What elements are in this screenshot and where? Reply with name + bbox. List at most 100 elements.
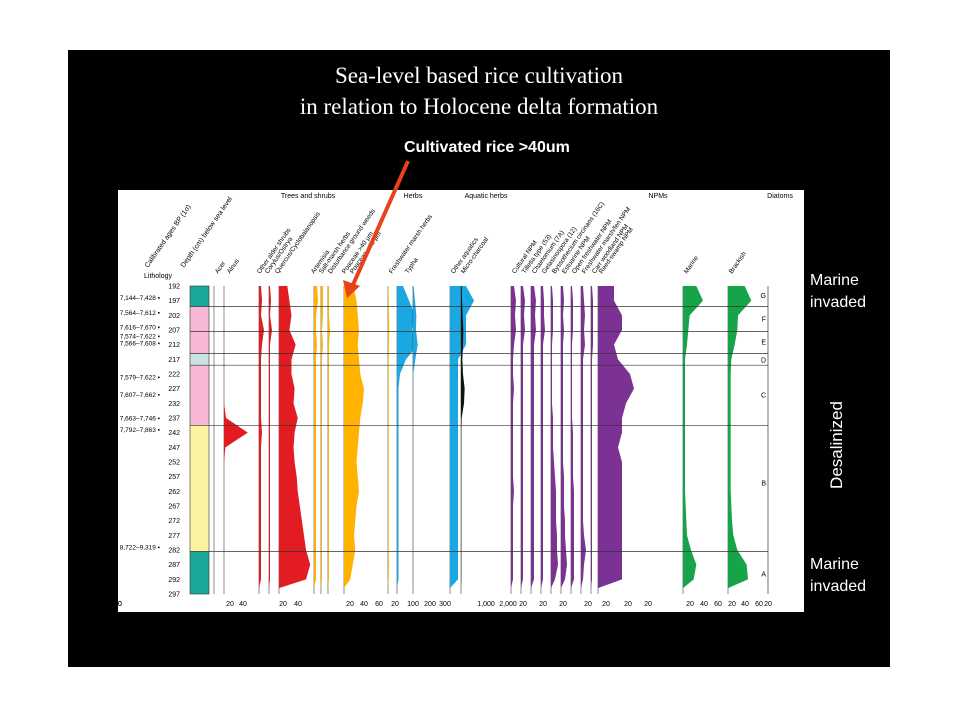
zone-label: F [762,316,766,323]
depth-tick-label: 232 [168,401,180,408]
series-area [531,286,536,589]
series-area [344,286,364,589]
age-label: 7,616–7,670 ▪ [120,325,160,332]
side-label-top-line1: Marine [810,272,859,289]
depth-tick-label: 242 [168,430,180,437]
series-area [551,286,558,589]
series-area [541,286,545,589]
age-label: 7,663–7,746 ▪ [120,416,160,423]
x-tick-label: 20 [624,601,632,608]
x-tick-label: 40 [118,601,122,608]
depth-tick-label: 272 [168,518,180,525]
slide-title-line-2: in relation to Holocene delta formation [299,94,659,119]
side-label-bottom: Marine invaded [810,554,866,598]
x-tick-label: 40 [360,601,368,608]
x-tick-label: 20 [279,601,287,608]
depth-tick-label: 217 [168,357,180,364]
series-area [511,286,516,589]
pollen-diagram: Calibrated ages BP (1σ) Depth (cm) below … [114,190,804,612]
depth-tick-label: 262 [168,489,180,496]
series-area [397,286,418,589]
pollen-diagram-svg: Calibrated ages BP (1σ)Depth (cm) below … [114,193,793,608]
series-area [321,286,323,589]
lithology-unit [190,286,209,307]
side-label-top: Marine invaded [810,270,866,314]
x-tick-label: 40 [239,601,247,608]
zone-label: A [761,571,766,578]
series-area [279,286,311,589]
depth-tick-label: 207 [168,328,180,335]
series-area [388,286,390,589]
x-tick-label: 60 [755,601,763,608]
series-area [561,286,567,589]
series-area [314,286,318,589]
series-area [581,286,586,589]
series-label: Brackish [728,250,748,275]
x-tick-label: 40 [294,601,302,608]
depth-tick-label: 192 [168,284,180,291]
series-label: Typha [404,256,420,275]
series-area [413,286,418,589]
series-area [598,286,634,589]
zone-label: C [761,393,766,400]
lithology-frame [189,285,210,595]
age-label: 7,579–7,622 ▪ [120,374,160,381]
series-area [461,286,465,589]
age-label: 7,564–7,612 ▪ [120,310,160,317]
series-area [728,286,752,589]
depth-tick-label: 292 [168,577,180,584]
group-header: NPMs [648,193,668,200]
age-label: 8,722–9,319 ▪ [120,545,160,552]
age-label: 7,144–7,428 ▪ [120,295,160,302]
x-tick-label: 20 [764,601,772,608]
depth-tick-label: 282 [168,548,180,555]
series-label: Marine [683,255,700,276]
series-area [328,286,330,589]
series-area [571,286,574,589]
depth-tick-label: 252 [168,460,180,467]
x-tick-label: 20 [686,601,694,608]
age-label: 7,607–7,662 ▪ [120,392,160,399]
x-tick-label: 1,000 [477,601,495,608]
x-tick-label: 20 [728,601,736,608]
x-tick-label: 2,000 [499,601,517,608]
series-label: Alnus [226,257,241,275]
depth-tick-label: 222 [168,372,180,379]
depth-tick-label: 247 [168,445,180,452]
x-tick-label: 20 [226,601,234,608]
lithology-unit [190,365,209,426]
series-area [269,286,272,589]
group-header: Aquatic herbs [465,193,508,200]
depth-tick-label: 197 [168,298,180,305]
side-label-bottom-line1: Marine [810,556,859,573]
series-area [259,286,264,589]
depth-tick-label: 212 [168,342,180,349]
depth-tick-label: 202 [168,313,180,320]
group-header: Diatoms [767,193,793,200]
x-tick-label: 200 [424,601,436,608]
lithology-unit [190,306,209,354]
zone-label: G [761,293,766,300]
lithology-unit [190,353,209,366]
depth-tick-label: 297 [168,592,180,599]
depth-tick-label: 267 [168,504,180,511]
series-area [521,286,525,589]
side-label-top-line2: invaded [810,294,867,311]
depth-tick-label: 277 [168,533,180,540]
side-label-bottom-line2: invaded [810,578,867,595]
x-tick-label: 20 [519,601,527,608]
group-header: Trees and shrubs [281,193,336,200]
depth-tick-label: 227 [168,386,180,393]
slide-title: Sea-level based rice cultivation in rela… [68,60,890,122]
depth-tick-label: 237 [168,416,180,423]
x-tick-label: 60 [375,601,383,608]
depth-tick-label: 257 [168,474,180,481]
depth-tick-label: 287 [168,562,180,569]
callout-label: Cultivated rice >40um [404,139,570,156]
side-label-desalinized: Desalinized [827,401,846,489]
lithology-unit [190,425,209,552]
zone-label: B [761,481,766,488]
age-label: 7,574–7,622 ▪ [120,333,160,340]
age-label: 7,792–7,863 ▪ [120,427,160,434]
slide-title-line-1: Sea-level based rice cultivation [334,63,624,88]
